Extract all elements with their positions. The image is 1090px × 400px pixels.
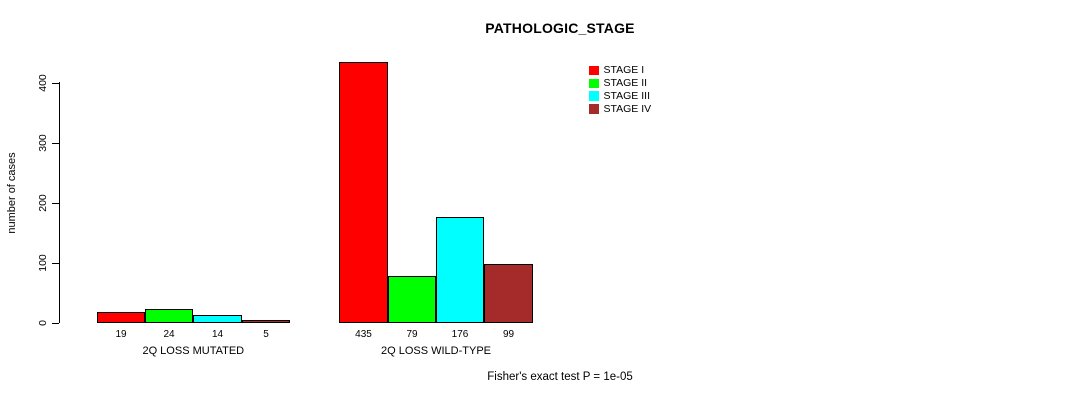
- bar-stage-ii-2q-loss-wild-type: [388, 275, 436, 323]
- y-tick-label-100: 100: [37, 253, 49, 272]
- group-label-2q-loss-mutated: 2Q LOSS MUTATED: [142, 344, 245, 357]
- y-tick-label-400: 400: [37, 73, 49, 92]
- y-tick-300: [52, 142, 59, 144]
- legend-label-stage-iv: STAGE IV: [603, 102, 652, 115]
- legend-label-stage-iii: STAGE III: [603, 89, 650, 102]
- legend-row-stage-iv: STAGE IV: [589, 103, 651, 116]
- y-axis-title: number of cases: [6, 152, 18, 234]
- bar-stage-iv-2q-loss-mutated: [242, 319, 290, 323]
- bar-stage-iii-2q-loss-mutated: [193, 314, 242, 323]
- bar-value-label-stage-iii-2q-loss-mutated: 14: [211, 328, 224, 340]
- y-tick-0: [52, 322, 59, 324]
- legend-row-stage-iii: STAGE III: [589, 90, 651, 103]
- y-tick-label-0: 0: [37, 319, 49, 326]
- bar-value-label-stage-ii-2q-loss-mutated: 24: [163, 328, 175, 340]
- legend-swatch-stage-i: [589, 65, 599, 76]
- legend-label-stage-i: STAGE I: [603, 64, 645, 77]
- legend-row-stage-ii: STAGE II: [589, 77, 651, 90]
- y-tick-label-300: 300: [37, 133, 49, 152]
- legend: STAGE I STAGE II STAGE III STAGE IV: [589, 64, 651, 116]
- bar-value-label-stage-iv-2q-loss-mutated: 5: [263, 328, 269, 340]
- y-tick-label-200: 200: [37, 193, 49, 212]
- bar-stage-ii-2q-loss-mutated: [145, 308, 193, 323]
- bar-stage-iv-2q-loss-wild-type: [484, 263, 533, 323]
- bar-stage-i-2q-loss-wild-type: [339, 61, 388, 323]
- bar-value-label-stage-iv-2q-loss-wild-type: 99: [502, 328, 515, 340]
- bar-stage-i-2q-loss-mutated: [97, 311, 145, 323]
- bar-value-label-stage-i-2q-loss-mutated: 19: [115, 328, 127, 340]
- bar-value-label-stage-ii-2q-loss-wild-type: 79: [406, 328, 418, 340]
- bar-stage-iii-2q-loss-wild-type: [436, 216, 484, 323]
- stat-annotation: Fisher's exact test P = 1e-05: [487, 371, 633, 383]
- y-tick-200: [52, 202, 59, 204]
- bar-value-label-stage-i-2q-loss-wild-type: 435: [355, 328, 372, 340]
- y-axis-line: [59, 82, 60, 323]
- y-tick-400: [52, 82, 59, 84]
- legend-label-stage-ii: STAGE II: [603, 77, 648, 90]
- chart-title: PATHOLOGIC_STAGE: [485, 20, 635, 36]
- legend-swatch-stage-ii: [589, 78, 599, 89]
- legend-row-stage-i: STAGE I: [589, 64, 651, 77]
- bar-value-label-stage-iii-2q-loss-wild-type: 176: [451, 328, 469, 340]
- legend-swatch-stage-iv: [589, 104, 599, 114]
- y-tick-100: [52, 262, 59, 264]
- group-label-2q-loss-wild-type: 2Q LOSS WILD-TYPE: [380, 344, 491, 357]
- legend-swatch-stage-iii: [589, 91, 599, 101]
